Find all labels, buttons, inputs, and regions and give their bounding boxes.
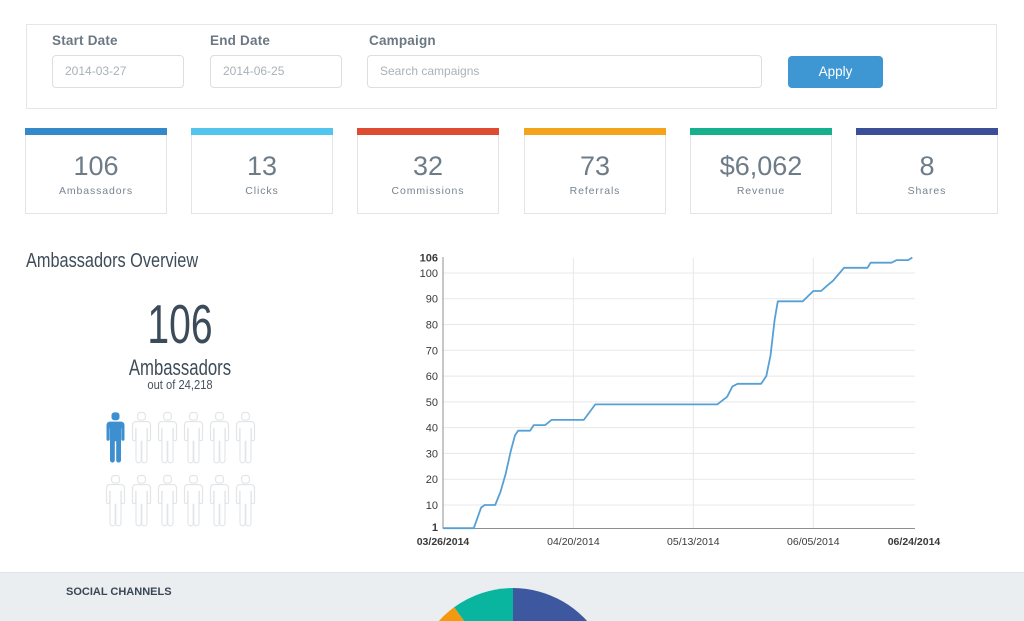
svg-text:03/26/2014: 03/26/2014 [417, 536, 470, 548]
svg-text:70: 70 [426, 345, 438, 357]
svg-text:06/24/2014: 06/24/2014 [888, 536, 941, 548]
svg-text:90: 90 [426, 294, 438, 306]
svg-text:50: 50 [426, 397, 438, 409]
svg-text:06/05/2014: 06/05/2014 [787, 536, 840, 548]
svg-text:80: 80 [426, 320, 438, 332]
svg-text:05/13/2014: 05/13/2014 [667, 536, 720, 548]
svg-text:106: 106 [420, 253, 438, 265]
svg-text:40: 40 [426, 423, 438, 435]
svg-text:1: 1 [432, 522, 438, 534]
svg-text:30: 30 [426, 448, 438, 460]
svg-text:60: 60 [426, 371, 438, 383]
svg-text:10: 10 [426, 500, 438, 512]
svg-text:04/20/2014: 04/20/2014 [547, 536, 600, 548]
svg-text:100: 100 [420, 268, 438, 280]
svg-text:20: 20 [426, 474, 438, 486]
